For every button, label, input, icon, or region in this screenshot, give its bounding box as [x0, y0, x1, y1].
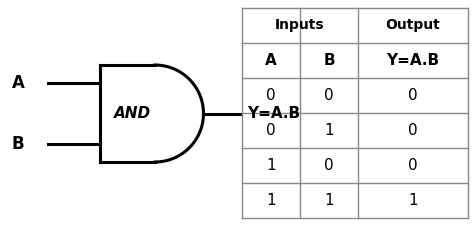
- Text: 1: 1: [408, 193, 418, 208]
- Text: 0: 0: [266, 88, 276, 103]
- Text: 0: 0: [408, 123, 418, 138]
- Text: 0: 0: [266, 123, 276, 138]
- Text: 1: 1: [324, 193, 334, 208]
- Text: B: B: [12, 135, 24, 153]
- Text: 0: 0: [324, 88, 334, 103]
- Text: 0: 0: [408, 88, 418, 103]
- Text: B: B: [323, 53, 335, 68]
- Text: AND: AND: [114, 106, 151, 121]
- Text: 1: 1: [324, 123, 334, 138]
- Text: 0: 0: [408, 158, 418, 173]
- Text: Output: Output: [386, 18, 440, 32]
- Text: 1: 1: [266, 158, 276, 173]
- Text: 0: 0: [324, 158, 334, 173]
- Text: Inputs: Inputs: [275, 18, 325, 32]
- Text: Y=A.B: Y=A.B: [247, 106, 301, 121]
- Text: Y=A.B: Y=A.B: [386, 53, 439, 68]
- Text: A: A: [11, 74, 25, 92]
- Text: A: A: [265, 53, 277, 68]
- Text: 1: 1: [266, 193, 276, 208]
